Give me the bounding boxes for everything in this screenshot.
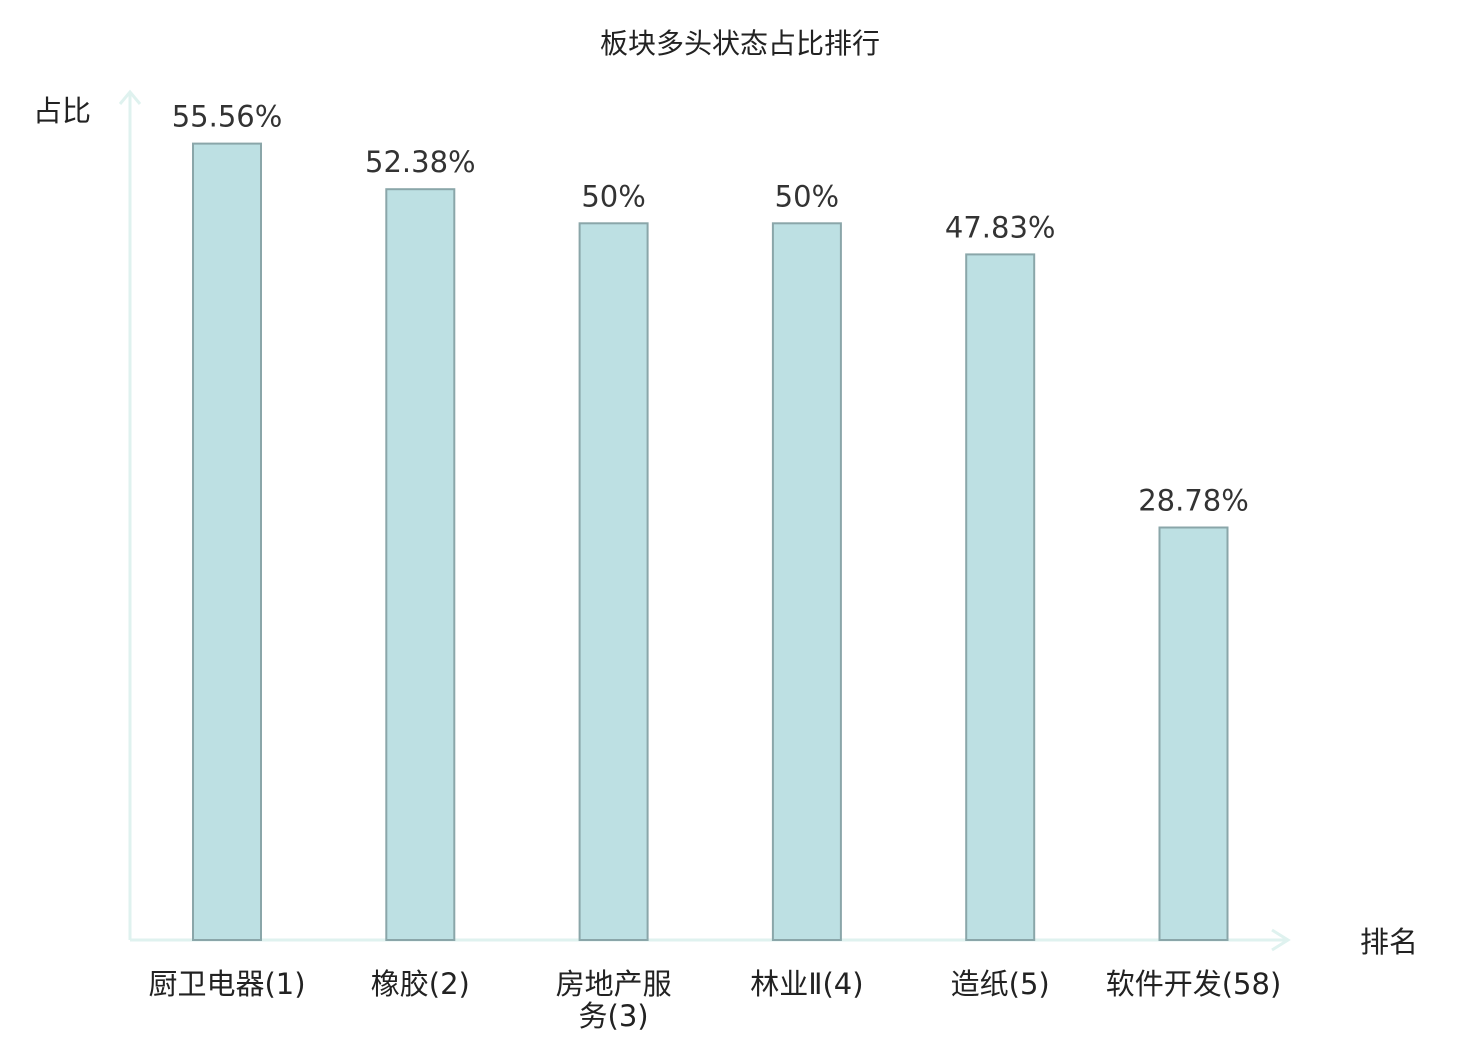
value-labels-group: 55.56% 52.38% 50% 50% 47.83% 28.78% xyxy=(172,100,1249,518)
tick-label-2: 橡胶(2) xyxy=(371,967,470,1001)
value-label-1: 55.56% xyxy=(172,100,283,134)
bar-3 xyxy=(578,222,649,942)
x-axis-label: 排名 xyxy=(1360,925,1418,959)
bar-5 xyxy=(965,253,1036,941)
value-label-6: 28.78% xyxy=(1138,484,1249,518)
value-label-5: 47.83% xyxy=(945,210,1056,244)
chart-title: 板块多头状态占比排行 xyxy=(600,27,880,60)
tick-label-3-line-1: 房地产服 xyxy=(556,967,672,1001)
y-axis-arrow xyxy=(118,89,142,105)
tick-label-4: 林业Ⅱ(4) xyxy=(750,967,863,1001)
bar-6 xyxy=(1158,526,1229,941)
value-label-3: 50% xyxy=(581,179,645,213)
bars-group xyxy=(192,142,1229,942)
x-axis-arrow xyxy=(1271,928,1291,952)
value-label-4: 50% xyxy=(775,179,839,213)
tick-label-5: 造纸(5) xyxy=(951,967,1050,1001)
axes xyxy=(118,89,1291,952)
y-axis-label: 占比 xyxy=(33,94,91,128)
bar-4 xyxy=(771,222,842,942)
tick-label-1: 厨卫电器(1) xyxy=(148,967,305,1001)
bar-2 xyxy=(385,188,456,941)
value-label-2: 52.38% xyxy=(365,145,476,179)
bar-1 xyxy=(192,142,262,942)
tick-label-3-line-2: 务(3) xyxy=(579,999,649,1033)
tick-label-6: 软件开发(58) xyxy=(1106,967,1282,1001)
